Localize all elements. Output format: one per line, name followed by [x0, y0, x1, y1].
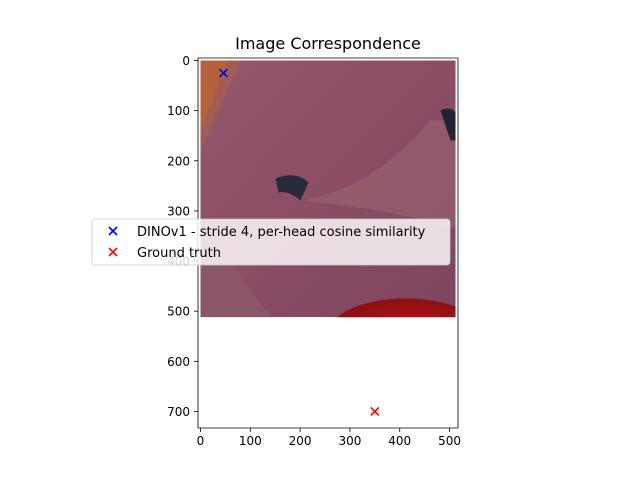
marker-stroke — [370, 406, 380, 417]
prediction-marker — [218, 68, 228, 78]
right-shadow — [440, 108, 456, 141]
marker-stroke — [218, 68, 228, 78]
lower-left-patch — [200, 250, 271, 317]
y-tick-label: 100 — [167, 104, 190, 118]
legend-label: Ground truth — [137, 246, 221, 261]
x-tick-label: 300 — [338, 434, 361, 448]
chart-title: Image Correspondence — [235, 34, 421, 53]
x-tick-label: 0 — [197, 434, 205, 448]
red-object — [337, 298, 456, 318]
correspondence-image — [200, 60, 456, 318]
x-tick-label: 400 — [388, 434, 411, 448]
x-axis-ticks: 0 100 200 300 400 500 — [197, 428, 461, 448]
x-tick-label: 500 — [438, 434, 461, 448]
legend-marker — [108, 247, 118, 257]
y-tick-label: 600 — [167, 355, 190, 369]
legend-box — [91, 218, 451, 266]
marker-stroke — [108, 226, 118, 236]
y-tick-label: 200 — [167, 154, 190, 168]
x-tick-label: 100 — [239, 434, 262, 448]
corner-edge — [200, 60, 241, 151]
legend: DINOv1 - stride 4, per-head cosine simil… — [91, 218, 451, 266]
marker-stroke — [108, 247, 118, 257]
dark-crease — [275, 175, 309, 201]
legend-marker — [108, 226, 118, 236]
y-tick-label: 700 — [167, 405, 190, 419]
y-tick-label: 300 — [167, 204, 190, 218]
y-tick-label: 0 — [182, 54, 190, 68]
ground-truth-marker — [370, 406, 380, 417]
legend-label: DINOv1 - stride 4, per-head cosine simil… — [137, 225, 426, 240]
y-tick-label: 500 — [167, 305, 190, 319]
light-ridge — [300, 120, 456, 229]
data-markers — [218, 68, 380, 417]
x-tick-label: 200 — [289, 434, 312, 448]
